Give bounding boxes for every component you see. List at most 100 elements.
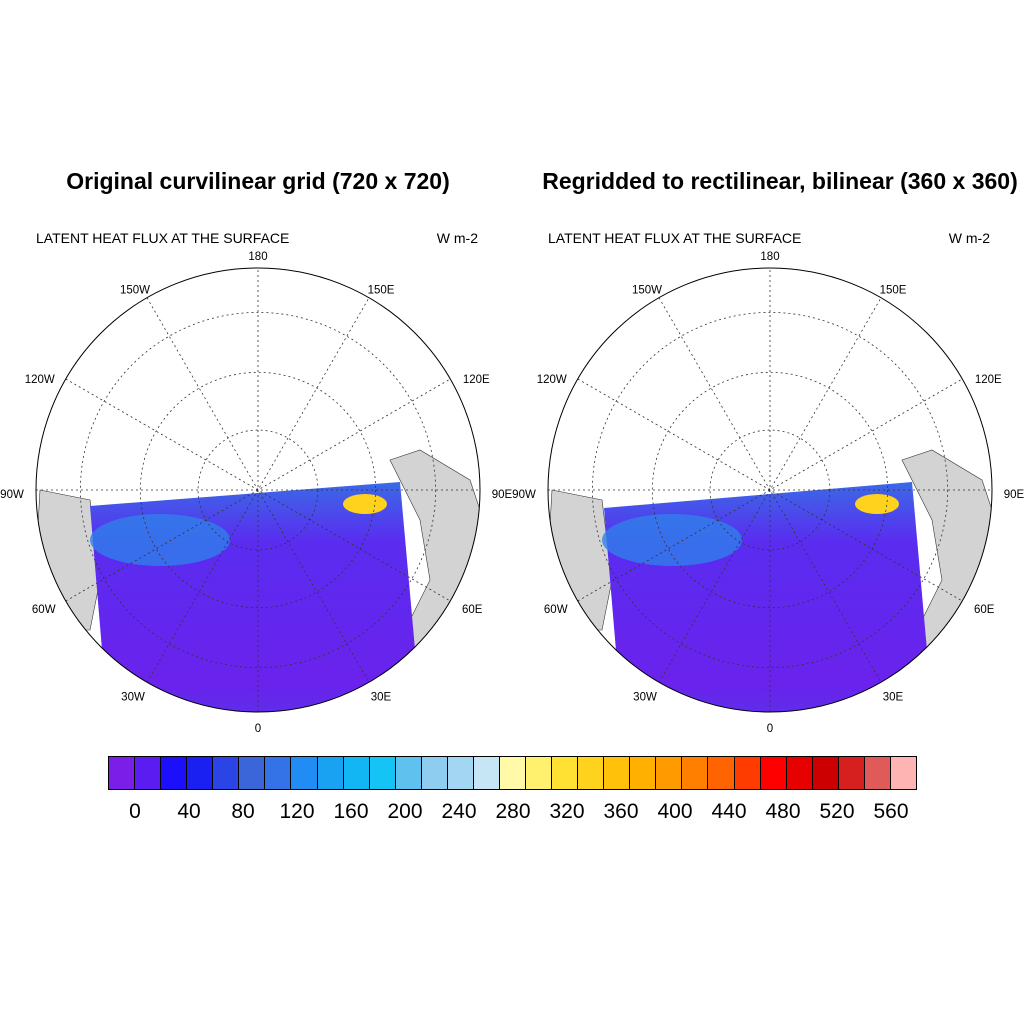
longitude-label: 90E: [492, 489, 512, 501]
colorbar-tick-label: 400: [657, 800, 693, 823]
colorbar-tick-label: 480: [765, 800, 801, 823]
colorbar-swatch: [681, 756, 709, 790]
panel-title: Original curvilinear grid (720 x 720): [66, 168, 450, 194]
colorbar-tick-label: 440: [711, 800, 747, 823]
colorbar-tick-label: 200: [387, 800, 423, 823]
polar-map: 180 150E 120E 90E 60E 30E 0 30W 60W 90W 120W 150W: [512, 251, 1024, 740]
longitude-label: 60W: [32, 604, 56, 616]
colorbar-swatch: [629, 756, 657, 790]
colorbar-swatch: [811, 756, 839, 790]
colorbar-tick-label: 280: [495, 800, 531, 823]
latitude-circle: [79, 311, 437, 669]
colorbar-swatch: [551, 756, 579, 790]
colorbar-swatch: [238, 756, 266, 790]
colorbar-tick-label: 120: [279, 800, 315, 823]
colorbar-swatch: [498, 756, 527, 790]
colorbar-swatch: [290, 756, 318, 790]
polar-map: 180 150E 120E 90E 60E 30E 0 30W 60W 90W 120W 150W: [0, 251, 512, 740]
colorbar-swatch: [342, 756, 370, 790]
colorbar-swatch: [603, 756, 631, 790]
map-content: [548, 268, 992, 740]
colorbar-swatch: [759, 756, 787, 790]
longitude-label: 120E: [975, 374, 1002, 386]
colorbar-tick-label: 320: [549, 800, 585, 823]
panel-original-grid: Original curvilinear grid (720 x 720) LA…: [0, 160, 512, 740]
longitude-label: 120W: [25, 374, 55, 386]
colorbar-swatch: [707, 756, 735, 790]
colorbar-tick-label: 520: [819, 800, 855, 823]
longitude-label: 150E: [368, 285, 395, 297]
longitude-label: 120E: [463, 374, 490, 386]
longitude-label: 90W: [512, 489, 536, 501]
colorbar-swatch: [108, 756, 136, 790]
longitude-label: 90W: [0, 489, 24, 501]
colorbar-tick-label: 40: [177, 800, 201, 823]
colorbar-swatch: [160, 756, 188, 790]
colorbar-tick-label: 560: [873, 800, 909, 823]
colorbar-swatch: [446, 756, 474, 790]
colorbar-swatch: [863, 756, 891, 790]
variable-name: LATENT HEAT FLUX AT THE SURFACE: [36, 230, 290, 246]
latitude-circle: [591, 311, 949, 669]
longitude-label: 0: [255, 723, 261, 735]
colorbar-tick-label: 0: [129, 800, 141, 823]
longitude-label: 150W: [120, 285, 150, 297]
latitude-circle: [651, 371, 889, 609]
colorbar-swatch: [525, 756, 553, 790]
colorbar-swatch: [889, 756, 917, 790]
latitude-circle: [139, 371, 377, 609]
longitude-label: 30W: [121, 691, 145, 703]
land-greenland-edge: [36, 629, 71, 681]
meridian-line: [146, 297, 370, 683]
colorbar-swatch: [577, 756, 605, 790]
flux-field: [90, 482, 426, 712]
longitude-label: 60E: [462, 604, 483, 616]
panel-regridded: Regridded to rectilinear, bilinear (360 …: [512, 160, 1024, 740]
longitude-label: 30E: [883, 691, 904, 703]
colorbar-swatch: [134, 756, 162, 790]
colorbar-swatch: [394, 756, 422, 790]
longitude-label: 0: [767, 723, 773, 735]
flux-pacific-band: [90, 514, 230, 566]
colorbar-tick-label: 240: [441, 800, 477, 823]
flux-hotspot-ne: [343, 494, 387, 514]
longitude-label: 90E: [1004, 489, 1024, 501]
longitude-label: 30W: [633, 691, 657, 703]
units-label: W m-2: [948, 230, 990, 246]
longitude-label: 150W: [632, 285, 662, 297]
longitude-label: 30E: [371, 691, 392, 703]
meridian-line: [658, 297, 882, 683]
longitude-label: 180: [248, 251, 267, 263]
panel-title: Regridded to rectilinear, bilinear (360 …: [542, 168, 1018, 194]
variable-name: LATENT HEAT FLUX AT THE SURFACE: [548, 230, 802, 246]
colorbar-swatch: [472, 756, 500, 790]
colorbar-tick-label: 160: [333, 800, 369, 823]
map-border: [547, 267, 993, 713]
flux-hotspot-sw: [622, 714, 638, 740]
flux-hotspot-sw: [110, 714, 126, 740]
longitude-label: 180: [760, 251, 779, 263]
longitude-label: 150E: [880, 285, 907, 297]
colorbar-swatch: [212, 756, 240, 790]
longitude-label: 60W: [544, 604, 568, 616]
units-label: W m-2: [436, 230, 478, 246]
colorbar-swatch: [837, 756, 865, 790]
colorbar-tick-label: 80: [231, 800, 255, 823]
map-border: [35, 267, 481, 713]
colorbar-swatch: [368, 756, 396, 790]
flux-pacific-band: [602, 514, 742, 566]
colorbar-swatch: [785, 756, 813, 790]
land-greenland-edge: [548, 629, 583, 681]
colorbar-swatch: [655, 756, 683, 790]
colorbar-swatch: [733, 756, 761, 790]
longitude-label: 120W: [537, 374, 567, 386]
colorbar-swatch: [264, 756, 292, 790]
colorbar-tick-label: 360: [603, 800, 639, 823]
colorbar-swatch: [316, 756, 344, 790]
colorbar-swatch: [420, 756, 448, 790]
longitude-label: 60E: [974, 604, 995, 616]
flux-field: [604, 482, 938, 712]
colorbar-swatch: [186, 756, 214, 790]
colorbar: [108, 756, 917, 792]
flux-hotspot-ne: [855, 494, 899, 514]
